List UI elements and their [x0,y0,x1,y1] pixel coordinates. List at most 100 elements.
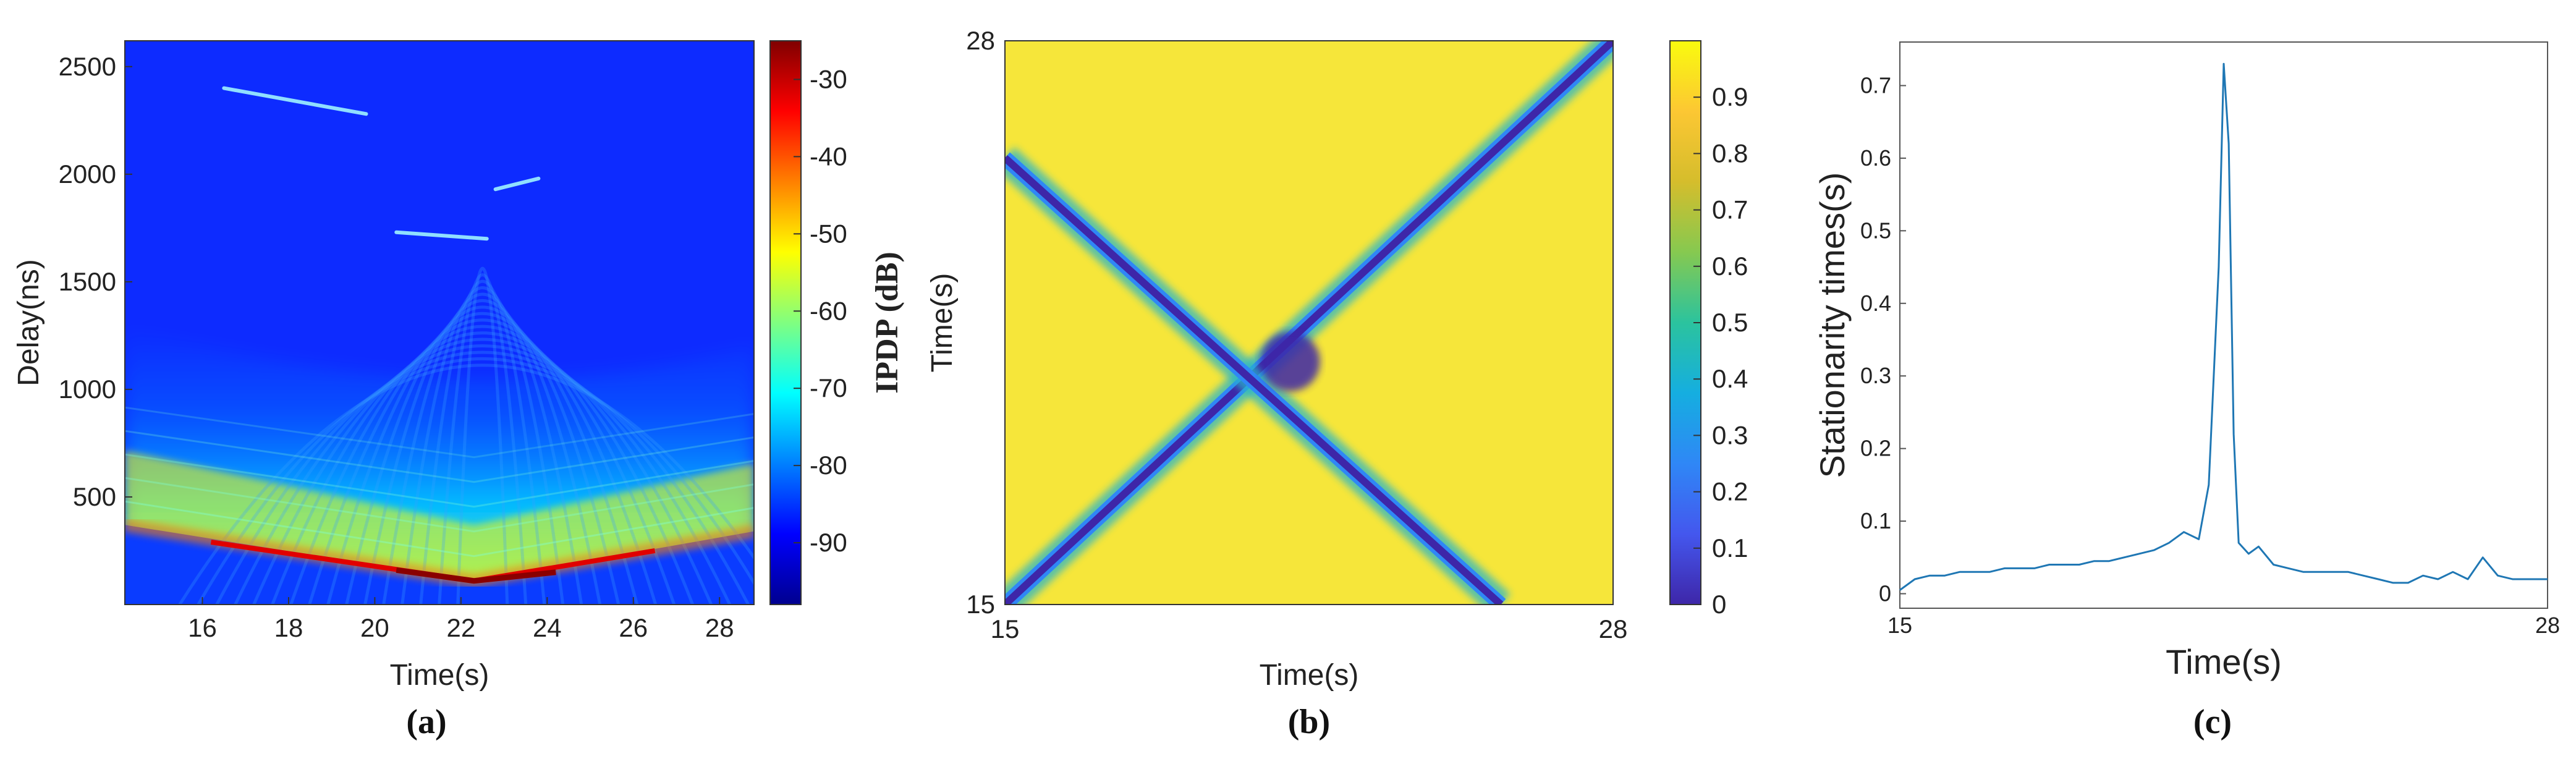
panel-a-ylabel: Delay(ns) [12,259,45,386]
x-tick-label: 20 [360,613,389,642]
scatter-streak [493,176,541,192]
x-tick-label: 28 [705,613,734,642]
fringe-arc [234,344,731,605]
diagonal-band-core [1005,41,1613,605]
y-tick-label: 15 [966,590,995,619]
panel-b-stationarity-lines [1005,41,1613,605]
x-tick-label: 15 [991,614,1020,643]
panel-a-frame [124,40,755,605]
scatter-streak [394,230,489,241]
panel-b-frame [1004,40,1614,605]
fringe-arc [308,318,658,605]
panel-c-xlabel: Time(s) [2166,642,2282,681]
main-path-peak [396,567,556,584]
colorbar-tick-label: -60 [810,296,847,325]
multipath-line [125,430,754,483]
colorbar-tick-label: 0.9 [1712,82,1748,111]
panel-a-xlabel: Time(s) [390,659,489,692]
fringe-arc [382,292,583,605]
colorbar-tick-label: -90 [810,528,847,557]
panel-a-x-ticks: 16 18 20 22 24 26 28 [188,597,734,642]
x-tick-label: 26 [619,613,648,642]
x-tick-label: 28 [2535,613,2560,638]
fringe-arc [419,279,546,605]
fringe-arc [271,331,695,605]
y-tick-label: 2500 [59,52,116,81]
panel-a-colorbar-ticks: -30 -40 -50 -60 -70 -80 -90 [794,64,847,557]
y-tick-label: 0 [1879,581,1891,606]
panel-a-colorbar-label: IPDP (dB) [870,252,905,394]
colorbar-tick-label: -30 [810,64,847,93]
scatter-streak [222,86,368,116]
fringe-arc [456,267,509,605]
fringe-arc [363,299,602,605]
y-tick-label: 1000 [59,375,116,404]
panel-b-x-ticks: 15 28 [991,614,1628,643]
colorbar-tick-label: -40 [810,142,847,171]
fringe-arc [326,312,639,605]
fringe-arc [215,350,750,605]
panel-a-colorbar [769,40,802,605]
multipath-line [125,406,754,459]
colorbar-tick-label: 0.7 [1712,195,1748,224]
multipath-line [125,500,754,558]
y-tick-label: 2000 [59,159,116,189]
panel-c-series-line [1899,62,2548,591]
panel-a-interference-fringes [125,267,754,605]
x-tick-label: 16 [188,613,217,642]
panel-c-frame [1899,41,2548,609]
multipath-line [125,477,754,533]
y-tick-label: 0.7 [1860,72,1891,98]
x-tick-label: 18 [274,613,303,642]
colorbar-tick-label: 0.6 [1712,252,1748,281]
y-tick-label: 28 [966,26,995,55]
fringe-arc [345,305,621,605]
colorbar-tick-label: 0.8 [1712,138,1748,168]
y-tick-label: 0.4 [1860,291,1891,316]
x-tick-label: 22 [447,613,476,642]
panel-c-x-ticks: 15 28 [1888,613,2560,638]
panel-b-colorbar-ticks: 0 0.1 0.2 0.3 0.4 0.5 0.6 0.7 0.8 0.9 [1693,82,1748,619]
panel-c: 00.10.20.30.40.50.60.7 15 28 Time(s) Stat… [1813,41,2560,741]
colorbar-tick-label: -50 [810,219,847,248]
colorbar-tick-label: -80 [810,451,847,480]
anti-diagonal-band-core [1005,155,1504,605]
colorbar-tick-label: 0.5 [1712,308,1748,337]
y-tick-label: 0.2 [1860,436,1891,461]
multipath-line [125,453,754,508]
panel-a-scatter-streaks [222,86,541,241]
panel-b-label: (b) [1288,703,1330,741]
panel-b-ylabel: Time(s) [926,273,959,373]
x-tick-label: 15 [1888,613,1912,638]
colorbar-tick-label: 0 [1712,590,1726,619]
panel-a: 16 18 20 22 24 26 28 500 1000 1500 2000 2500 Time(… [12,40,905,741]
panel-a-label: (a) [406,703,446,741]
fringe-arc [438,273,528,605]
colorbar-tick-label: 0.1 [1712,533,1748,562]
fringe-arc [400,286,565,605]
colorbar-tick-label: 0.4 [1712,364,1748,393]
colorbar-tick-label: 0.2 [1712,477,1748,506]
crossing-blob [1260,332,1320,392]
fringe-arc [252,337,713,605]
colorbar-tick-label: -70 [810,373,847,402]
panel-a-y-ticks: 500 1000 1500 2000 2500 [59,52,132,511]
fringe-arc [197,357,754,605]
y-tick-label: 500 [73,482,116,511]
y-tick-label: 0.1 [1860,508,1891,533]
y-tick-label: 0.6 [1860,145,1891,171]
panel-b-xlabel: Time(s) [1260,659,1359,692]
floor-below-v [125,525,754,605]
x-tick-label: 24 [533,613,562,642]
y-tick-label: 0.3 [1860,363,1891,388]
panel-c-y-ticks: 0 0.1 0.2 0.3 0.4 0.5 0.6 0.7 [1860,72,1906,606]
x-tick-label: 28 [1599,614,1628,643]
panel-c-ylabel: Stationarity times(s) [1813,172,1852,478]
panel-a-main-path [125,518,754,588]
y-tick-label: 0.5 [1860,218,1891,243]
colorbar-tick-label: 0.3 [1712,420,1748,449]
y-tick-label: 1500 [59,267,116,296]
